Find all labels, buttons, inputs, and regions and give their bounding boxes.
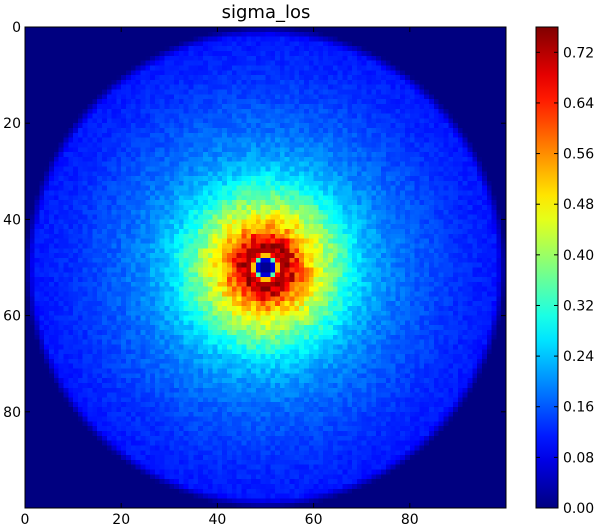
colorbar-tick-label: 0.00 bbox=[563, 501, 594, 517]
colorbar-frame bbox=[535, 26, 559, 509]
y-axis: 0 20 40 60 80 bbox=[3, 20, 506, 421]
colorbar-ticks: 0.00 0.08 0.16 0.24 0.32 0.40 0.48 0.56 0.64 0.72 bbox=[536, 45, 594, 517]
colorbar-tick-label: 0.40 bbox=[563, 248, 594, 264]
x-tick-label: 80 bbox=[401, 512, 419, 524]
y-tick-label: 60 bbox=[3, 309, 21, 325]
heatmap-image-wrapper bbox=[25, 27, 506, 508]
x-tick-label: 20 bbox=[112, 512, 130, 524]
colorbar: 0.00 0.08 0.16 0.24 0.32 0.40 0.48 0.56 0.64 0.72 bbox=[535, 26, 594, 517]
y-tick-label: 20 bbox=[3, 116, 21, 132]
x-tick-label: 60 bbox=[305, 512, 323, 524]
colorbar-tick-label: 0.48 bbox=[563, 197, 594, 213]
heatmap-plot-area: 0 20 40 60 80 0 20 40 60 80 bbox=[3, 20, 507, 524]
y-tick-label: 80 bbox=[3, 405, 21, 421]
y-tick-label: 0 bbox=[12, 20, 21, 36]
heatmap-image bbox=[25, 27, 506, 508]
colorbar-tick-label: 0.08 bbox=[563, 450, 594, 466]
x-tick-label: 0 bbox=[21, 512, 30, 524]
x-tick-label: 40 bbox=[208, 512, 226, 524]
colorbar-tick-label: 0.32 bbox=[563, 298, 594, 314]
colorbar-tick-label: 0.56 bbox=[563, 147, 594, 163]
x-axis: 0 20 40 60 80 bbox=[21, 27, 419, 524]
colorbar-tick-label: 0.72 bbox=[563, 45, 594, 61]
colorbar-tick-label: 0.64 bbox=[563, 96, 594, 112]
y-tick-label: 40 bbox=[3, 212, 21, 228]
chart-title: sigma_los bbox=[222, 2, 311, 23]
plot-frame bbox=[24, 26, 507, 509]
colorbar-tick-label: 0.16 bbox=[563, 400, 594, 416]
colorbar-gradient bbox=[536, 27, 558, 508]
colorbar-tick-label: 0.24 bbox=[563, 349, 594, 365]
